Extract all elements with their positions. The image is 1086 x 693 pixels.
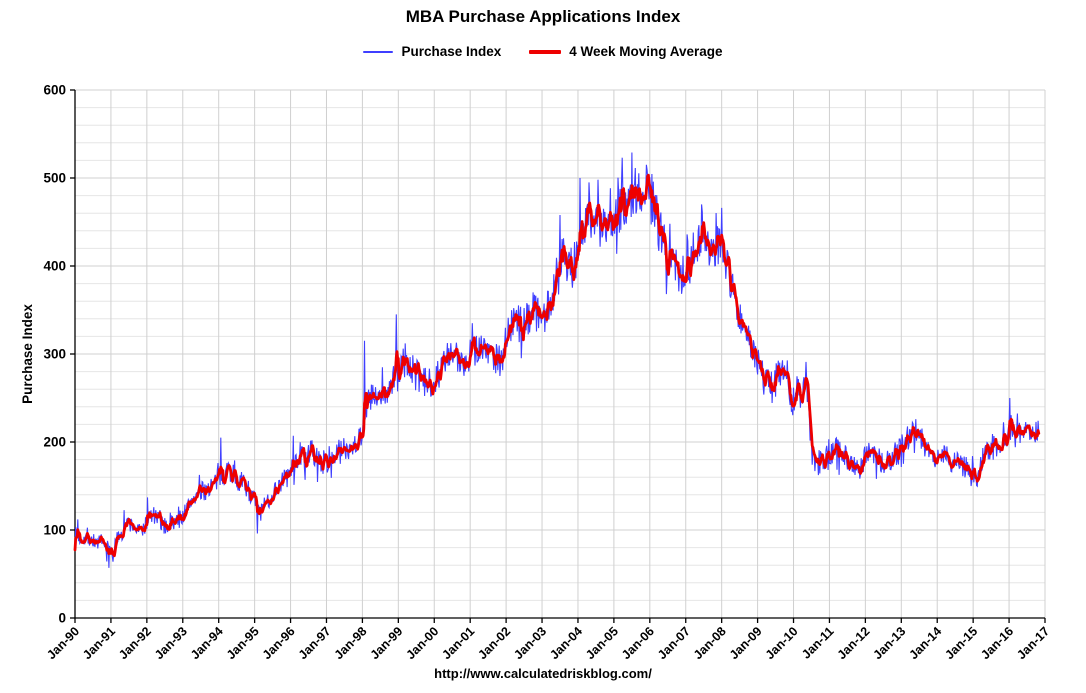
moving-average-line <box>73 173 1041 558</box>
x-tick-label: Jan-16 <box>978 624 1016 662</box>
chart-title: MBA Purchase Applications Index <box>405 7 681 26</box>
x-tick-label: Jan-98 <box>332 624 370 662</box>
x-tick-label: Jan-97 <box>296 624 334 662</box>
legend-item-moving-average: 4 Week Moving Average <box>529 44 723 59</box>
x-tick-label: Jan-04 <box>547 624 585 662</box>
y-tick-label: 100 <box>43 523 66 538</box>
x-tick-label: Jan-99 <box>368 624 406 662</box>
x-tick-label: Jan-03 <box>511 624 549 662</box>
x-tick-label: Jan-11 <box>799 624 836 661</box>
x-tick-label: Jan-13 <box>871 624 909 662</box>
legend-label-purchase-index: Purchase Index <box>401 44 502 59</box>
x-tick-label: Jan-09 <box>727 624 765 662</box>
y-tick-label: 0 <box>58 611 66 626</box>
y-axis-title: Purchase Index <box>20 304 35 404</box>
y-tick-label: 300 <box>43 347 66 362</box>
x-tick-label: Jan-93 <box>152 624 190 662</box>
x-tick-label: Jan-07 <box>655 624 693 662</box>
legend: Purchase Index 4 Week Moving Average <box>0 44 1086 59</box>
legend-label-moving-average: 4 Week Moving Average <box>569 44 723 59</box>
x-tick-label: Jan-92 <box>116 624 154 662</box>
y-tick-label: 500 <box>43 171 66 186</box>
y-tick-label: 400 <box>43 259 66 274</box>
y-tick-label: 200 <box>43 435 66 450</box>
x-tick-label: Jan-12 <box>835 624 873 662</box>
x-tick-label: Jan-05 <box>583 624 621 662</box>
x-tick-label: Jan-91 <box>80 624 118 662</box>
legend-item-purchase-index: Purchase Index <box>363 44 501 59</box>
x-tick-label: Jan-15 <box>942 624 980 662</box>
x-tick-label: Jan-06 <box>619 624 657 662</box>
x-tick-label: Jan-01 <box>439 624 477 662</box>
x-tick-label: Jan-08 <box>691 624 729 662</box>
x-tick-label: Jan-14 <box>906 624 944 662</box>
purchase-index-line <box>74 152 1040 568</box>
x-tick-label: Jan-10 <box>763 624 801 662</box>
x-tick-label: Jan-96 <box>260 624 298 662</box>
x-tick-label: Jan-02 <box>475 624 513 662</box>
x-tick-label: Jan-95 <box>224 624 262 662</box>
x-tick-label: Jan-94 <box>188 624 226 662</box>
x-tick-label: Jan-17 <box>1014 624 1052 662</box>
source-url: http://www.calculatedriskblog.com/ <box>434 666 652 681</box>
purchase-index-line-swatch <box>363 50 394 53</box>
moving-average-line-swatch <box>529 49 562 54</box>
x-tick-label: Jan-90 <box>44 624 82 662</box>
x-tick-label: Jan-00 <box>403 624 441 662</box>
y-tick-label: 600 <box>43 83 66 98</box>
